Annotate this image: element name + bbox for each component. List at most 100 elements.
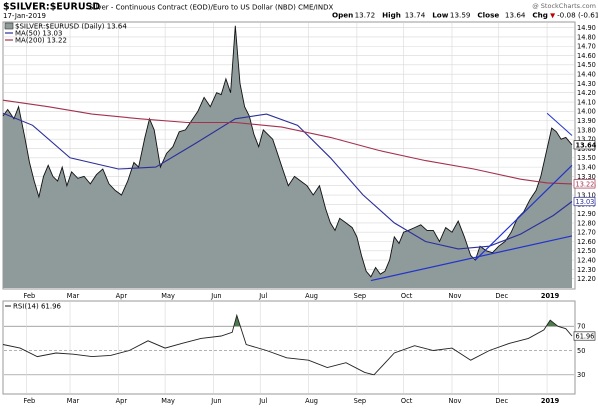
ohlc-value-high: 13.74 bbox=[405, 11, 426, 20]
price-line bbox=[2, 25, 573, 278]
price-x-tick-label: Sep bbox=[354, 292, 366, 300]
trendline-2 bbox=[474, 164, 573, 261]
rsi-tick-label: 50 bbox=[577, 347, 585, 355]
price-tick-label: 14.30 bbox=[577, 80, 596, 88]
price-tick-label: 12.70 bbox=[577, 229, 596, 237]
price-tick-label: 12.50 bbox=[577, 247, 596, 255]
ma200-line bbox=[2, 99, 573, 185]
price-x-axis: Feb Mar Apr May Jun Jul Aug Sep Oct Nov Dec 2019 bbox=[24, 292, 560, 300]
rsi-x-tick-label: Sep bbox=[354, 397, 366, 405]
chart-symbol: $SILVER:$EURUSD bbox=[3, 2, 100, 13]
overlay-lines bbox=[2, 99, 573, 282]
price-x-tick-label: Oct bbox=[401, 292, 413, 300]
price-tick-label: 14.50 bbox=[577, 61, 596, 69]
chart-date: 17-Jan-2019 bbox=[3, 12, 46, 20]
chart-description: Silver - Continuous Contract (EOD)/Euro … bbox=[89, 4, 333, 12]
ma50-line bbox=[2, 112, 573, 250]
price-tick-label: 13.80 bbox=[577, 126, 596, 134]
rsi-tick-label: 70 bbox=[577, 323, 585, 331]
price-x-tick-label: Nov bbox=[449, 292, 462, 300]
legend-ma50: MA(50) 13.03 bbox=[15, 30, 62, 38]
rsi-x-tick-label: Dec bbox=[495, 397, 508, 405]
price-legend: $SILVER:$EURUSD (Daily) 13.64 MA(50) 13.… bbox=[4, 22, 127, 45]
rsi-x-tick-label: Aug bbox=[305, 397, 318, 405]
price-tick-label: 14.20 bbox=[577, 89, 596, 97]
legend-ma200: MA(200) 13.22 bbox=[15, 37, 67, 45]
legend-swatch-price bbox=[4, 22, 14, 30]
rsi-tag-box bbox=[573, 331, 596, 341]
price-tick-label: 14.00 bbox=[577, 108, 596, 116]
rsi-series bbox=[2, 313, 573, 376]
price-tick-label: 14.80 bbox=[577, 33, 596, 41]
ohlc-label-chg: Chg bbox=[532, 11, 548, 20]
price-tick-label: 14.10 bbox=[577, 98, 596, 106]
price-tick-label: 13.40 bbox=[577, 164, 596, 172]
rsi-tag: 61.96 bbox=[576, 333, 595, 341]
rsi-x-tick-label: Jun bbox=[210, 397, 221, 405]
price-tick-label: 13.10 bbox=[577, 191, 596, 199]
rsi-overbought-fill bbox=[546, 320, 558, 327]
price-x-tick-label: Jun bbox=[210, 292, 221, 300]
price-tick-label: 13.70 bbox=[577, 136, 596, 144]
ohlc-value-close: 13.64 bbox=[505, 11, 526, 20]
rsi-x-axis: Feb Mar Apr May Jun Jul Aug Sep Oct Nov Dec 2019 bbox=[24, 397, 560, 405]
rsi-panel-border bbox=[2, 300, 576, 395]
price-tags: 13.64 13.22 13.03 bbox=[573, 140, 597, 207]
rsi-x-tick-label: Oct bbox=[401, 397, 413, 405]
price-tag-ma50-box bbox=[573, 196, 596, 207]
price-tick-label: 14.70 bbox=[577, 43, 596, 51]
price-tick-label: 14.40 bbox=[577, 71, 596, 79]
rsi-x-tick-label: Mar bbox=[67, 397, 80, 405]
trendline-3 bbox=[546, 112, 573, 136]
price-x-tick-label: Apr bbox=[116, 292, 128, 300]
ohlc-label-close: Close bbox=[477, 11, 499, 20]
watermark: @ StockCharts.com bbox=[532, 2, 596, 10]
price-tick-label: 12.40 bbox=[577, 257, 596, 265]
price-x-tick-label: 2019 bbox=[541, 292, 560, 300]
rsi-tags: 61.96 bbox=[573, 331, 596, 341]
price-tick-label: 14.60 bbox=[577, 52, 596, 60]
ohlc-label-high: High bbox=[382, 11, 401, 20]
price-x-tick-label: Feb bbox=[24, 292, 36, 300]
price-x-tick-label: Aug bbox=[305, 292, 318, 300]
rsi-x-tick-label: 2019 bbox=[541, 397, 560, 405]
rsi-panel: 30 50 70 61.96 Feb Mar Apr May Jun Jul Aug Sep Oct… bbox=[2, 300, 596, 405]
rsi-y-axis: 30 50 70 bbox=[577, 323, 585, 380]
rsi-x-tick-label: Feb bbox=[24, 397, 36, 405]
rsi-line bbox=[2, 313, 573, 376]
price-tag-close: 13.64 bbox=[576, 141, 597, 149]
price-tag-ma200-box bbox=[573, 179, 596, 189]
price-x-tick-label: Mar bbox=[67, 292, 80, 300]
price-tick-label: 12.80 bbox=[577, 219, 596, 227]
ohlc-values: Open 13.72 High 13.74 Low 13.59 Close 13.64 Chg ▼… bbox=[332, 11, 598, 20]
price-tick-label: 13.50 bbox=[577, 154, 596, 162]
ohlc-value-low: 13.59 bbox=[450, 11, 471, 20]
rsi-x-tick-label: May bbox=[161, 397, 175, 405]
price-tag-ma50: 13.03 bbox=[576, 198, 595, 206]
price-x-tick-label: May bbox=[161, 292, 175, 300]
price-tick-label: 12.30 bbox=[577, 266, 596, 274]
legend-rsi: RSI(14) 61.96 bbox=[13, 303, 62, 311]
rsi-overbought-fill bbox=[233, 315, 241, 327]
rsi-tick-label: 30 bbox=[577, 371, 585, 379]
rsi-x-tick-label: Apr bbox=[116, 397, 128, 405]
chart-header: $SILVER:$EURUSD Silver - Continuous Cont… bbox=[3, 2, 598, 21]
rsi-x-tick-label: Nov bbox=[449, 397, 462, 405]
ohlc-value-chg: -0.08 (-0.61%) bbox=[557, 11, 598, 20]
price-tag-close-box bbox=[573, 140, 596, 150]
ohlc-label-open: Open bbox=[332, 11, 353, 20]
price-area-fill bbox=[3, 25, 572, 289]
rsi-legend: RSI(14) 61.96 bbox=[5, 303, 62, 311]
ohlc-value-open: 13.72 bbox=[355, 11, 376, 20]
price-series bbox=[2, 25, 573, 289]
price-tick-label: 14.90 bbox=[577, 24, 596, 32]
chg-down-icon: ▼ bbox=[550, 12, 555, 20]
rsi-x-tick-label: Jul bbox=[258, 397, 267, 405]
trendline-1 bbox=[370, 235, 573, 282]
price-tick-label: 12.60 bbox=[577, 238, 596, 246]
price-tick-label: 12.20 bbox=[577, 275, 596, 283]
price-tick-label: 13.90 bbox=[577, 117, 596, 125]
